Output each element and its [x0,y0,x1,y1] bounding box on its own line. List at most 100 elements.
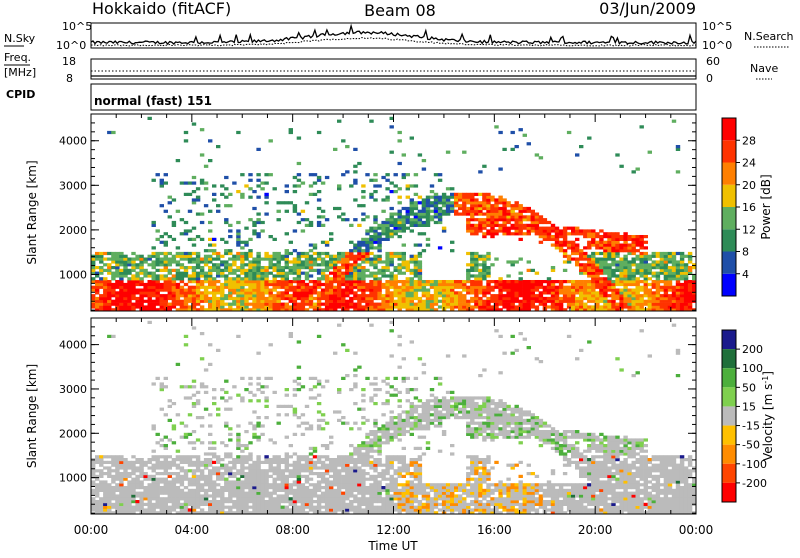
power-cell [462,300,466,303]
velocity-cell [293,413,297,416]
power-cell [450,303,454,306]
power-cell [583,294,587,297]
power-cell [470,232,474,235]
power-cell [373,241,377,244]
power-cell [269,235,273,238]
power-cell [256,263,260,266]
power-cell [551,300,555,303]
power-cell [603,263,607,266]
power-cell [297,291,301,294]
power-cell [640,272,644,275]
power-cell [394,221,398,224]
power-cell [486,229,490,232]
velocity-cell [256,388,260,391]
velocity-cell [337,461,341,464]
velocity-cell [208,363,212,366]
velocity-cell [172,500,176,503]
power-cell [644,280,648,283]
power-cell [619,249,623,252]
power-cell [478,303,482,306]
power-cell [333,294,337,297]
power-cell [478,300,482,303]
power-cell [228,280,232,283]
power-cell [575,257,579,260]
power-cell [252,303,256,306]
power-cell [123,274,127,277]
power-cell [414,303,418,306]
velocity-cell [220,506,224,509]
power-cell [632,260,636,263]
velocity-cell [152,506,156,509]
power-cell [595,294,599,297]
power-cell [490,235,494,238]
power-cell [591,255,595,258]
velocity-cell [353,486,357,489]
power-cell [236,280,240,283]
velocity-cell [248,480,252,483]
power-cell [535,215,539,218]
power-cell [244,274,248,277]
power-cell [204,286,208,289]
power-cell [127,283,131,286]
power-cell [623,246,627,249]
velocity-cell [172,489,176,492]
power-cell [571,249,575,252]
power-cell [365,303,369,306]
power-cell [672,272,676,275]
power-cell [486,291,490,294]
velocity-cell [309,388,313,391]
power-cell [591,286,595,289]
velocity-cell [273,480,277,483]
power-cell [317,131,321,134]
velocity-cell [111,478,115,481]
power-cell [385,235,389,238]
power-cell [668,305,672,308]
power-cell [309,249,313,252]
power-cell [482,291,486,294]
power-cell [591,300,595,303]
velocity-cell [216,472,220,475]
power-cell [579,229,583,232]
power-cell [640,288,644,291]
power-cell [515,283,519,286]
power-cell [329,280,333,283]
velocity-cell [196,399,200,402]
power-cell [623,297,627,300]
power-cell [277,272,281,275]
power-cell [269,294,273,297]
power-cell [656,260,660,263]
power-cell [595,260,599,263]
power-cell [305,224,309,227]
power-cell [615,303,619,306]
power-cell [236,238,240,241]
power-cell [478,269,482,272]
power-cell [349,255,353,258]
power-cell [490,297,494,300]
power-cell [297,260,301,263]
power-cell [240,294,244,297]
power-cell [571,257,575,260]
velocity-cell [305,478,309,481]
power-cell [99,294,103,297]
power-cell [390,291,394,294]
power-cell [152,303,156,306]
power-cell [474,210,478,213]
power-cell [478,201,482,204]
velocity-cell [325,494,329,497]
velocity-cell [325,480,329,483]
power-cell [535,227,539,230]
power-cell [466,221,470,224]
power-cell [535,218,539,221]
power-cell [111,131,115,134]
power-cell [212,266,216,269]
velocity-cell [220,500,224,503]
velocity-cell [369,447,373,450]
velocity-cell [357,486,361,489]
velocity-cell [148,475,152,478]
velocity-cell [99,500,103,503]
power-cell [361,269,365,272]
velocity-cell [264,492,268,495]
power-cell [148,297,152,300]
power-cell [398,294,402,297]
power-cell [474,229,478,232]
